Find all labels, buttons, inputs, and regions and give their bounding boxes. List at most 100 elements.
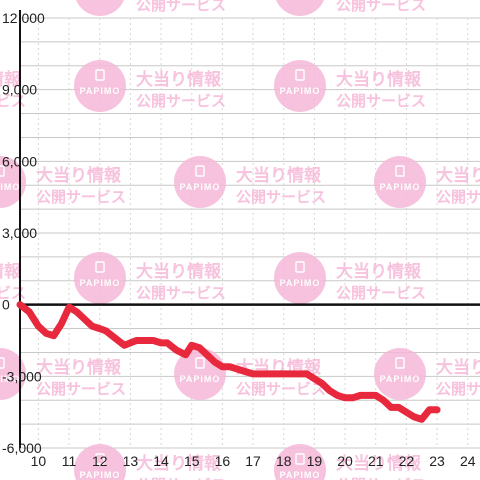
x-tick-label: 21 <box>368 453 384 469</box>
watermark-title: 大当り情報 <box>436 357 480 378</box>
y-tick-label: -3,000 <box>2 368 42 384</box>
watermark-logo-circle <box>74 444 126 480</box>
watermark-logo-icon <box>95 261 105 273</box>
x-tick-label: 15 <box>184 453 200 469</box>
x-tick-label: 20 <box>337 453 353 469</box>
watermark-subtitle: 公開サービス <box>436 188 480 206</box>
watermark-logo-circle <box>174 156 226 208</box>
watermark-logo-icon <box>195 357 205 369</box>
watermark-logo-icon <box>95 453 105 465</box>
x-tick-label: 16 <box>215 453 231 469</box>
watermark-logo-text: PAPIMO <box>180 374 221 384</box>
watermark-logo-text: PAPIMO <box>380 374 421 384</box>
watermark-logo-circle <box>74 252 126 304</box>
x-tick-label: 18 <box>276 453 292 469</box>
watermark-title: 大当り情報 <box>336 69 422 90</box>
watermark-title: 大当り情報 <box>0 261 22 282</box>
watermark-subtitle: 公開サービス <box>336 284 426 302</box>
y-tick-label: -6,000 <box>2 440 42 456</box>
watermark-logo-circle <box>74 60 126 112</box>
tick-labels: -6,000 -3,000 0 3,000 6,000 9,000 12,000 10 11 12… <box>2 10 476 469</box>
x-tick-label: 14 <box>153 453 169 469</box>
watermark-logo-icon <box>395 357 405 369</box>
watermark-logo-circle <box>374 348 426 400</box>
watermark-logo-circle <box>274 444 326 480</box>
series-line <box>16 301 441 423</box>
watermark-subtitle: 公開サービス <box>136 284 226 302</box>
watermark-logo-text: PAPIMO <box>380 182 421 192</box>
watermark-logo-circle <box>374 156 426 208</box>
watermark-title: 大当り情報 <box>436 165 480 186</box>
axes <box>19 10 480 448</box>
x-tick-label: 10 <box>31 453 47 469</box>
watermark-title: 大当り情報 <box>136 453 222 474</box>
watermark-subtitle: 公開サービス <box>336 0 426 14</box>
y-tick-label: 3,000 <box>2 225 37 241</box>
watermark-logo-circle <box>274 60 326 112</box>
watermark-logo-circle <box>76 0 124 16</box>
watermark-logo-icon <box>295 69 305 81</box>
watermark-title: 大当り情報 <box>336 453 422 474</box>
watermark-title: 大当り情報 <box>336 261 422 282</box>
x-tick-label: 22 <box>399 453 415 469</box>
watermark-logo-text: PAPIMO <box>80 470 121 480</box>
x-tick-label: 13 <box>123 453 139 469</box>
series-layer <box>16 301 441 423</box>
y-tick-label: 12,000 <box>2 10 45 26</box>
x-tick-label: 12 <box>92 453 108 469</box>
watermark-logo-icon <box>0 165 5 177</box>
watermark-title: 大当り情報 <box>0 69 22 90</box>
x-tick-label: 17 <box>245 453 261 469</box>
watermark-logo-icon <box>195 165 205 177</box>
watermark-subtitle: 公開サービス <box>336 476 426 480</box>
watermark-logo-text: PAPIMO <box>280 86 321 96</box>
y-tick-label: 6,000 <box>2 153 37 169</box>
watermark-subtitle: 公開サービス <box>136 0 226 14</box>
watermark-title: 大当り情報 <box>36 165 122 186</box>
watermark-logo-text: PAPIMO <box>180 182 221 192</box>
x-tick-label: 19 <box>307 453 323 469</box>
watermark-subtitle: 公開サービス <box>336 92 426 110</box>
watermark-logo-icon <box>295 261 305 273</box>
watermark-logo-icon <box>95 69 105 81</box>
watermark-subtitle: 公開サービス <box>136 476 226 480</box>
watermark-logo-text: PAPIMO <box>280 278 321 288</box>
x-tick-label: 23 <box>429 453 445 469</box>
y-tick-label: 0 <box>2 297 10 313</box>
watermark-subtitle: 公開サービス <box>236 188 326 206</box>
watermark-subtitle: 公開サービス <box>136 92 226 110</box>
watermark-title: 大当り情報 <box>36 357 122 378</box>
watermark-logo-icon <box>0 357 5 369</box>
watermark-logo-text: PAPIMO <box>80 278 121 288</box>
watermark-title: 大当り情報 <box>236 165 322 186</box>
x-tick-label: 24 <box>460 453 476 469</box>
watermark-logo-text: PAPIMO <box>0 182 20 192</box>
watermark-subtitle: 公開サービス <box>36 188 126 206</box>
watermark-logo-circle <box>276 0 324 16</box>
watermark-logo-text: PAPIMO <box>80 86 121 96</box>
watermark-logo-text: PAPIMO <box>0 374 20 384</box>
x-tick-label: 11 <box>62 453 77 469</box>
watermark-logo-icon <box>295 453 305 465</box>
watermark-subtitle: 公開サービス <box>236 380 326 398</box>
watermark-subtitle: 公開サービス <box>36 380 126 398</box>
watermark-logo-icon <box>395 165 405 177</box>
y-tick-label: 9,000 <box>2 82 37 98</box>
watermark-logo-text: PAPIMO <box>280 470 321 480</box>
watermark-title: 大当り情報 <box>136 69 222 90</box>
watermark-title: 大当り情報 <box>136 261 222 282</box>
